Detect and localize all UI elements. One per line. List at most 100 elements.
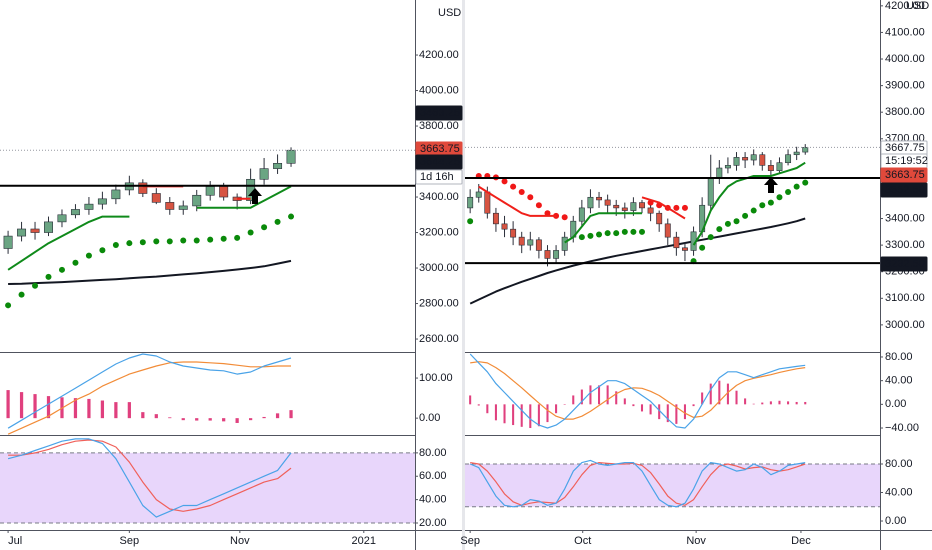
d-line xyxy=(470,462,806,506)
price-tag xyxy=(880,256,928,272)
y-tick-label: 2600.00 xyxy=(419,333,459,345)
candle-body xyxy=(273,163,283,169)
sar-dot xyxy=(544,210,551,217)
candle-body xyxy=(219,186,229,198)
y-tick-label: 3800.00 xyxy=(419,120,459,132)
macd-histogram-bar xyxy=(683,404,686,420)
x-tick-label: Sep xyxy=(460,535,480,547)
candle-body xyxy=(84,203,94,210)
candle-body xyxy=(587,196,594,209)
sar-dot xyxy=(207,236,214,243)
candle-body xyxy=(178,205,188,210)
trend-up-line xyxy=(7,185,292,271)
price-tag-label: 3663.75 xyxy=(420,143,460,155)
sar-dot xyxy=(139,239,146,246)
y-tick-label: 3000.00 xyxy=(885,319,925,331)
sar-dot xyxy=(535,202,542,209)
candle-body xyxy=(70,209,80,216)
candle-body xyxy=(57,214,67,223)
macd-histogram-bar xyxy=(181,418,185,421)
y-tick-label: 80.00 xyxy=(885,351,913,363)
sar-dot xyxy=(234,234,241,241)
macd-histogram-bar xyxy=(222,418,226,422)
macd-histogram-bar xyxy=(563,404,566,405)
macd-histogram-bar xyxy=(46,396,51,419)
price-tag-label: 3663.75 xyxy=(885,169,925,181)
sar-dot xyxy=(527,194,534,201)
y-tick-label: 4000.00 xyxy=(419,84,459,96)
macd-histogram-bar xyxy=(787,401,790,405)
sar-dot xyxy=(561,214,568,221)
candle-body xyxy=(707,178,714,206)
candle-body xyxy=(647,207,654,214)
candle-body xyxy=(785,154,792,164)
candle-body xyxy=(802,147,809,153)
y-tick-label: 100.00 xyxy=(419,372,453,384)
candle-body xyxy=(3,235,13,249)
y-tick-label: 40.00 xyxy=(419,494,447,506)
axis-layer: USD 2600.00 2800.00 3000.00 3200.00 3400.00 36… xyxy=(7,0,929,547)
macd-histogram-bar xyxy=(649,404,652,415)
y-tick-label: 40.00 xyxy=(885,486,913,498)
macd-histogram-bar xyxy=(494,404,497,421)
candle-body xyxy=(673,236,680,249)
sar-dot xyxy=(785,188,792,195)
sar-dot xyxy=(261,224,268,231)
candle-body xyxy=(151,193,161,203)
macd-histogram-bar xyxy=(701,392,704,405)
price-tag-label: 15:19:52 xyxy=(885,155,928,167)
y-tick-label: 3400.00 xyxy=(419,191,459,203)
k-line xyxy=(469,459,806,508)
candle-body xyxy=(724,165,731,169)
candle-body xyxy=(205,186,215,196)
y-tick-label: 20.00 xyxy=(419,517,447,529)
sar-dot xyxy=(587,232,594,239)
sar-dot xyxy=(467,218,474,225)
macd-histogram-bar xyxy=(235,418,239,423)
sar-dot xyxy=(18,291,25,298)
chart-divider xyxy=(462,0,465,550)
sar-dot xyxy=(604,230,611,237)
sar-dot xyxy=(750,207,757,214)
candle-body xyxy=(30,228,40,233)
candle-body xyxy=(621,207,628,211)
macd-histogram-bar xyxy=(632,404,635,407)
y-tick-label: 4000.00 xyxy=(885,53,925,65)
macd-histogram-bar xyxy=(87,398,91,419)
sar-dot xyxy=(193,237,200,244)
y-tick-label: 0.00 xyxy=(885,515,906,527)
candle-body xyxy=(596,196,603,201)
price-tag-label: 3463.25 xyxy=(420,107,460,119)
macd-histogram-bar xyxy=(795,401,798,405)
arrow-marker xyxy=(764,177,778,193)
candle-body xyxy=(535,239,542,251)
macd-histogram-bar xyxy=(127,402,131,419)
y-tick-label: 4200.00 xyxy=(419,49,459,61)
y-tick-label: 0.00 xyxy=(419,412,440,424)
sar-dot xyxy=(32,282,39,289)
macd-histogram-bar xyxy=(262,416,266,419)
sar-dot xyxy=(85,252,92,259)
candle-body xyxy=(630,202,637,211)
sar-dot xyxy=(681,204,688,211)
macd-histogram-bar xyxy=(503,404,506,424)
arrow-marker xyxy=(248,188,262,204)
sar-dot xyxy=(630,228,637,235)
candle-body xyxy=(733,157,740,166)
y-tick-label: 0.00 xyxy=(885,398,906,410)
price-tag-label: 3232.50 xyxy=(885,258,925,270)
candle-body xyxy=(750,154,757,161)
macd-histogram-bar xyxy=(623,398,626,405)
sar-dot xyxy=(288,213,295,220)
y-tick-label: 3100.00 xyxy=(885,292,925,304)
macd-histogram-bar xyxy=(718,380,721,405)
candle-body xyxy=(165,202,175,210)
ma-line xyxy=(469,217,806,305)
sar-dot xyxy=(596,231,603,238)
sar-dot xyxy=(510,183,517,190)
signal-line xyxy=(470,361,806,420)
sar-dot xyxy=(776,194,783,201)
y-tick-label: 40.00 xyxy=(885,375,913,387)
candle-body xyxy=(518,236,525,246)
ma-line xyxy=(8,259,292,285)
